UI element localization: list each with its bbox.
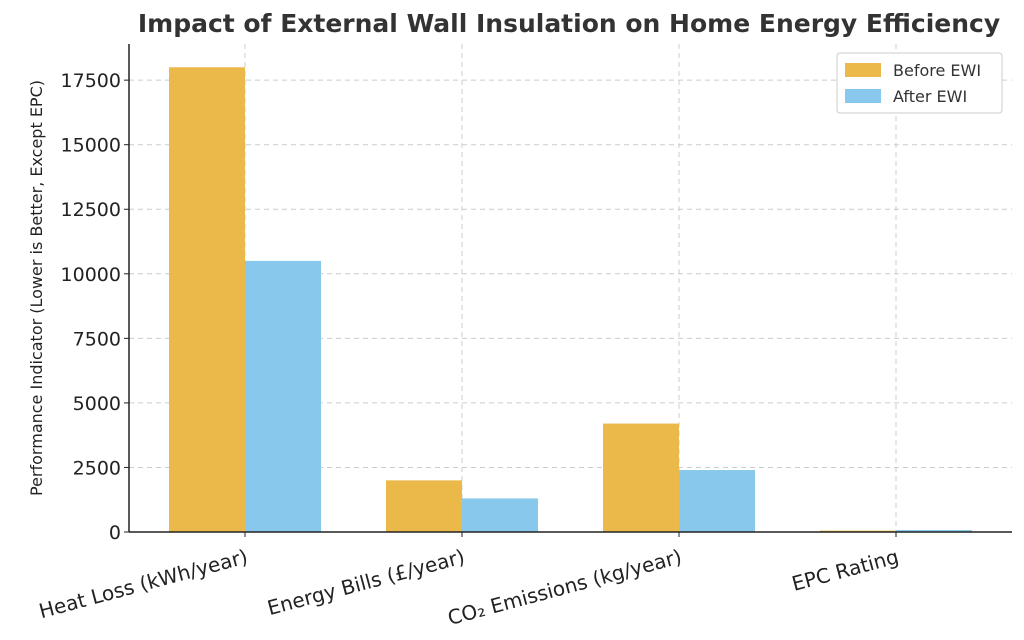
bar-before-2: [603, 423, 679, 532]
x-tick-label: Heat Loss (kWh/year): [36, 544, 250, 623]
chart-title: Impact of External Wall Insulation on Ho…: [138, 9, 1000, 38]
bar-before-0: [169, 67, 245, 532]
y-tick-label: 15000: [61, 135, 121, 157]
y-ticks: 0 2500 5000 7500 10000 12500 15000 17500: [61, 70, 129, 544]
bar-before-1: [386, 480, 462, 532]
y-tick-label: 10000: [61, 264, 121, 286]
y-tick-label: 17500: [61, 70, 121, 92]
x-tick-label: Energy Bills (£/year): [265, 544, 468, 620]
legend-label-before: Before EWI: [893, 61, 981, 80]
x-tick-label: CO₂ Emissions (kg/year): [445, 544, 684, 630]
y-tick-label: 2500: [73, 457, 121, 479]
legend: Before EWI After EWI: [836, 52, 1003, 114]
x-ticks: Heat Loss (kWh/year) Energy Bills (£/year…: [36, 532, 901, 630]
y-axis-label: Performance Indicator (Lower is Better, …: [27, 80, 46, 496]
y-tick-label: 12500: [61, 199, 121, 221]
bar-after-0: [245, 260, 321, 532]
legend-swatch-before: [845, 63, 881, 77]
bar-after-3: [896, 530, 972, 532]
y-tick-label: 7500: [73, 328, 121, 350]
bars: [169, 67, 972, 532]
y-tick-label: 5000: [73, 393, 121, 415]
legend-swatch-after: [845, 89, 881, 103]
legend-label-after: After EWI: [893, 87, 967, 106]
bar-after-1: [462, 498, 538, 532]
axes: [128, 44, 1012, 533]
x-tick-label: EPC Rating: [789, 544, 901, 596]
y-tick-label: 0: [109, 522, 121, 544]
bar-after-2: [679, 470, 755, 532]
